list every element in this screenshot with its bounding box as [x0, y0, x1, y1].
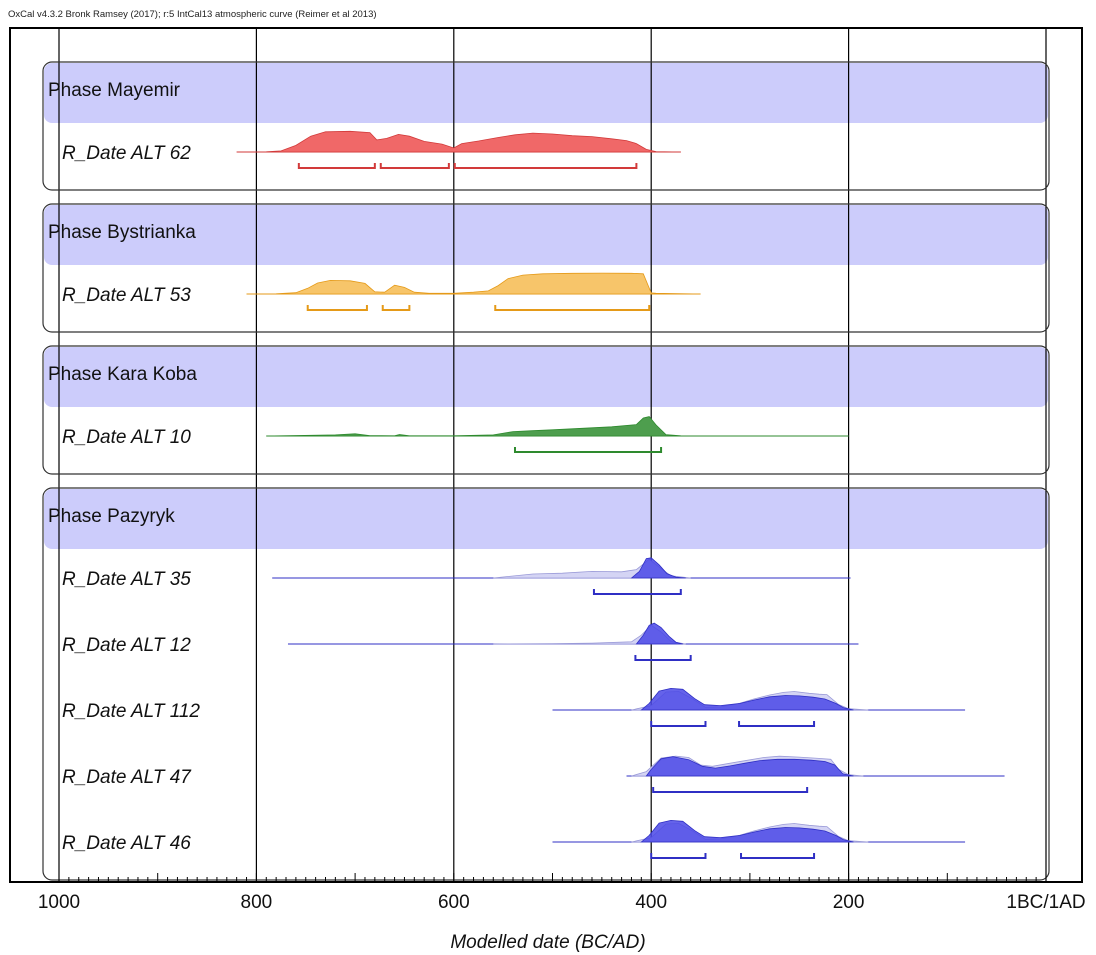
- phase-header-band: [44, 489, 1048, 549]
- date-label: R_Date ALT 10: [62, 427, 191, 448]
- date-label: R_Date ALT 53: [62, 285, 191, 306]
- tick-label: 600: [438, 892, 470, 913]
- range-bracket: [379, 163, 450, 169]
- phase-panel: [43, 204, 1049, 332]
- range-bracket: [513, 447, 663, 453]
- range-bracket: [652, 787, 809, 793]
- posterior-distribution: [640, 687, 854, 711]
- date-row: R_Date ALT 53: [62, 272, 701, 311]
- tick-label: 200: [833, 892, 865, 913]
- posterior-distribution: [236, 130, 681, 153]
- range-bracket: [297, 163, 376, 169]
- range-bracket: [740, 853, 816, 859]
- date-label: R_Date ALT 12: [62, 635, 191, 656]
- range-bracket: [592, 589, 682, 595]
- phase-header-band: [44, 63, 1048, 123]
- date-label: R_Date ALT 35: [62, 569, 191, 590]
- date-label: R_Date ALT 46: [62, 833, 191, 854]
- phase-panel-border: [42, 487, 1050, 881]
- range-bracket: [453, 163, 638, 169]
- date-row: R_Date ALT 46: [62, 819, 966, 859]
- phase-panel-background: [43, 488, 1049, 880]
- date-row: R_Date ALT 112: [62, 687, 966, 727]
- range-bracket: [650, 721, 707, 727]
- phase-header-band: [44, 347, 1048, 407]
- tick-label: 400: [635, 892, 667, 913]
- phase-panel: [43, 346, 1049, 474]
- phase-panel-border: [42, 203, 1050, 333]
- date-row: R_Date ALT 12: [62, 622, 859, 661]
- range-bracket: [494, 305, 651, 311]
- date-label: R_Date ALT 47: [62, 767, 192, 788]
- x-axis-title: Modelled date (BC/AD): [450, 932, 645, 953]
- date-row: R_Date ALT 35: [62, 557, 851, 595]
- phase-panel-border: [42, 345, 1050, 475]
- posterior-distribution: [246, 272, 701, 295]
- phase-panel-border: [42, 61, 1050, 191]
- phase-label: Phase Bystrianka: [48, 222, 196, 243]
- date-row: R_Date ALT 10: [62, 416, 849, 453]
- phase-header-band: [44, 205, 1048, 265]
- posterior-distribution: [266, 416, 849, 437]
- posterior-distribution: [635, 622, 683, 645]
- tick-label: 1BC/1AD: [1006, 892, 1085, 913]
- oxcal-credit: OxCal v4.3.2 Bronk Ramsey (2017); r:5 In…: [8, 9, 377, 20]
- phase-panel: [43, 488, 1049, 880]
- range-bracket: [381, 305, 411, 311]
- date-row: R_Date ALT 47: [62, 755, 1005, 793]
- range-bracket: [650, 853, 707, 859]
- posterior-distribution: [645, 756, 854, 777]
- posterior-distribution: [630, 557, 686, 579]
- phase-panel: [43, 62, 1049, 190]
- date-row: R_Date ALT 62: [62, 130, 681, 169]
- range-bracket: [306, 305, 368, 311]
- date-label: R_Date ALT 112: [62, 701, 200, 722]
- phase-label: Phase Mayemir: [48, 80, 181, 101]
- plot-frame: [9, 27, 1083, 883]
- range-bracket: [634, 655, 692, 661]
- phase-label: Phase Pazyryk: [48, 506, 175, 527]
- range-bracket: [738, 721, 816, 727]
- tick-label: 800: [241, 892, 273, 913]
- tick-label: 1000: [38, 892, 80, 913]
- phase-label: Phase Kara Koba: [48, 364, 197, 385]
- date-label: R_Date ALT 62: [62, 143, 191, 164]
- posterior-distribution: [640, 819, 854, 843]
